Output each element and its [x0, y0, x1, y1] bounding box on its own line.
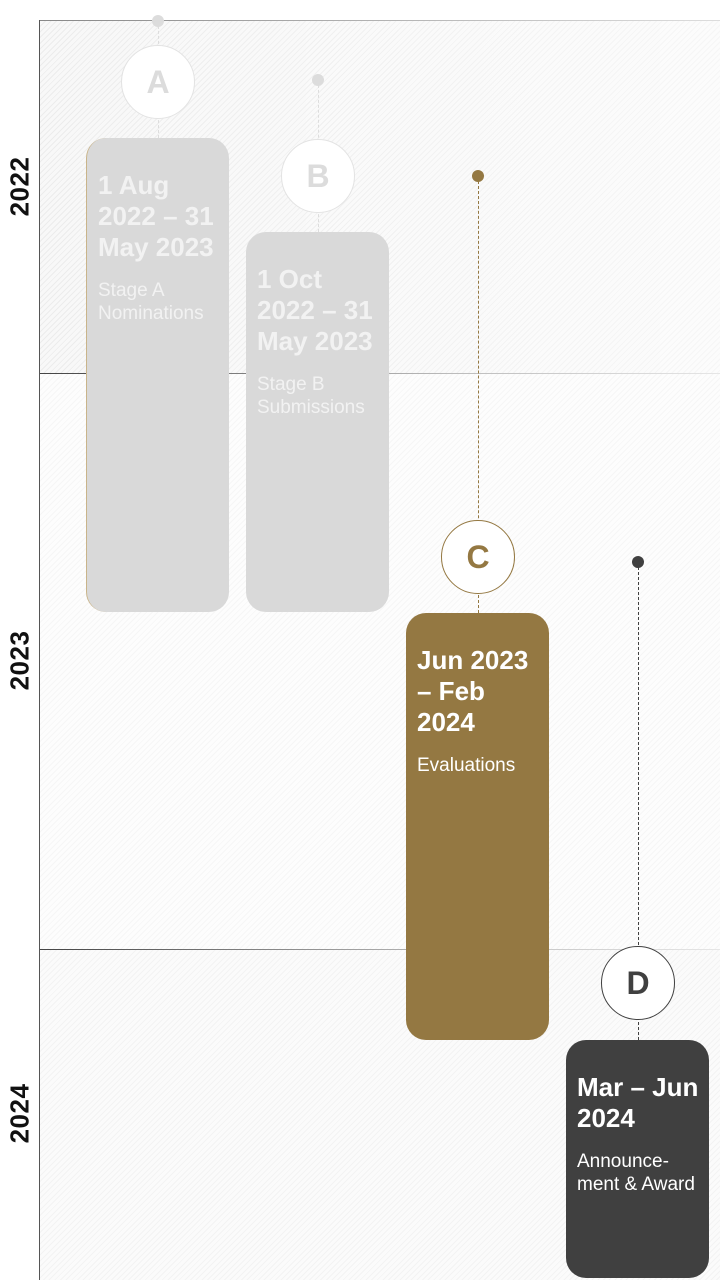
milestone-d-date: Mar – Jun 2024 — [577, 1072, 699, 1133]
milestone-a-dot — [152, 15, 164, 27]
year-divider — [40, 20, 720, 21]
milestone-c-dot — [472, 170, 484, 182]
milestone-a-card: 1 Aug 2022 – 31 May 2023 Stage A Nominat… — [86, 138, 229, 612]
milestone-c-marker: C — [441, 520, 515, 594]
milestone-a-marker: A — [121, 45, 195, 119]
milestone-b-card: 1 Oct 2022 – 31 May 2023 Stage B Submiss… — [246, 232, 389, 612]
year-label-2023: 2023 — [4, 630, 35, 690]
milestone-d-marker: D — [601, 946, 675, 1020]
milestone-c-description: Evaluations — [417, 755, 516, 776]
milestone-c-card: Jun 2023 – Feb 2024 Evaluations — [406, 613, 549, 1040]
milestone-b-marker: B — [281, 139, 355, 213]
year-label-2024: 2024 — [4, 1083, 35, 1143]
milestone-b-dot — [312, 74, 324, 86]
milestone-c-stem — [478, 176, 479, 613]
milestone-a-description: Stage A Nominations — [98, 280, 204, 324]
year-label-2022: 2022 — [4, 156, 35, 216]
milestone-a-date: 1 Aug 2022 – 31 May 2023 — [98, 170, 214, 262]
milestone-b-date: 1 Oct 2022 – 31 May 2023 — [257, 264, 373, 356]
milestone-b-description: Stage B Submissions — [257, 374, 365, 418]
milestone-c-date: Jun 2023 – Feb 2024 — [417, 645, 529, 737]
time-axis — [39, 20, 40, 1280]
year-divider — [40, 949, 720, 950]
milestone-d-card: Mar – Jun 2024 Announce-ment & Award — [566, 1040, 709, 1278]
milestone-d-stem — [638, 562, 639, 1040]
milestone-d-dot — [632, 556, 644, 568]
milestone-d-description: Announce-ment & Award — [577, 1151, 695, 1195]
